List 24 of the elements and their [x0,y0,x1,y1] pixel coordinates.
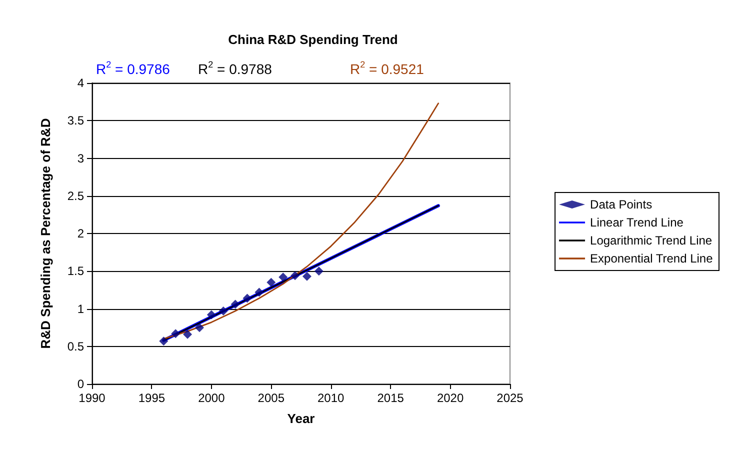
x-axis-title: Year [287,411,315,426]
x-tick-label: 1995 [138,391,166,405]
x-tick-label: 2015 [377,391,404,405]
x-tick-label: 2005 [258,391,285,405]
chart-title: China R&D Spending Trend [228,32,398,47]
x-tick-label: 2010 [318,391,345,405]
x-tick-label: 1990 [78,391,106,405]
y-tick-label: 4 [77,76,84,90]
legend-label: Logarithmic Trend Line [590,234,712,248]
x-tick-label: 2000 [198,391,226,405]
x-tick-label: 2025 [496,391,524,405]
y-tick-label: 2 [77,226,84,240]
legend-label: Linear Trend Line [590,216,684,230]
y-tick-label: 3.5 [67,114,84,128]
y-tick-label: 1 [77,302,84,316]
x-tick-label: 2020 [436,391,464,405]
legend-label: Data Points [590,198,652,212]
y-tick-label: 0 [77,377,84,391]
y-tick-label: 2.5 [67,188,84,203]
y-axis-title: R&D Spending as Percentage of R&D [38,118,53,349]
legend-label: Exponential Trend Line [590,252,714,266]
y-tick-label: 1.5 [67,264,84,278]
y-tick-label: 3 [77,151,84,166]
y-tick-label: 0.5 [67,339,84,354]
